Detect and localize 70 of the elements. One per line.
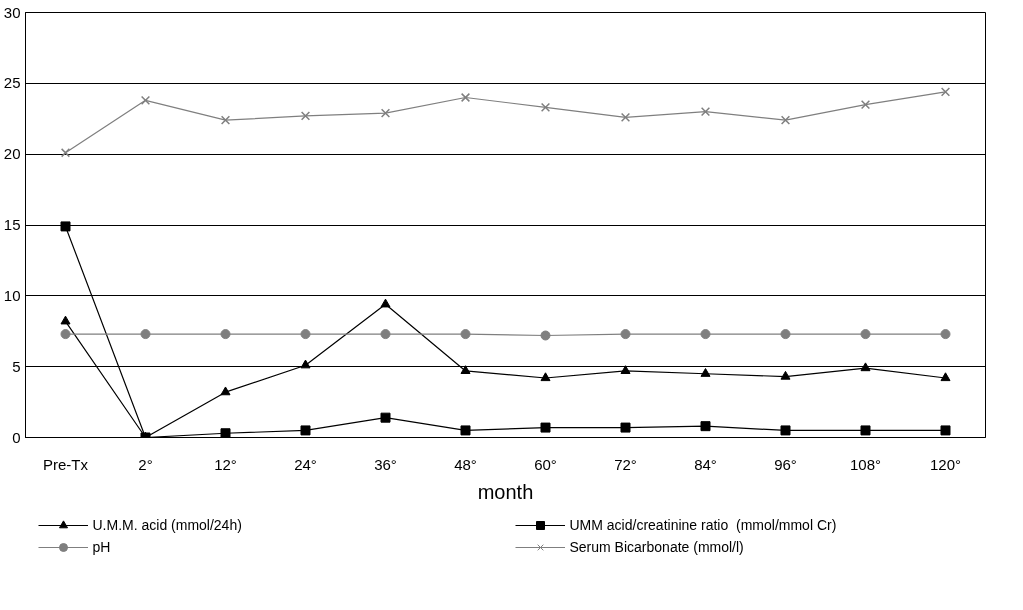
point [700, 421, 711, 432]
point [140, 329, 151, 340]
point [380, 329, 391, 340]
point [460, 92, 471, 103]
x-tick-label: 84° [694, 455, 717, 473]
x-axis-title: month [477, 480, 534, 503]
x-tick-label: 24° [294, 455, 317, 473]
legend-label: pH [92, 539, 112, 555]
point [380, 298, 391, 308]
point [700, 107, 711, 117]
point [940, 372, 951, 382]
x-tick-label: 108° [849, 455, 882, 473]
x-tick-label: 2° [138, 455, 153, 473]
point [60, 221, 71, 232]
point [620, 422, 631, 433]
point [940, 425, 951, 436]
y-tick-label: 10 [3, 286, 21, 304]
x-tick-label: 36° [374, 455, 397, 473]
x-tick-label: 48° [454, 455, 477, 473]
point [620, 329, 631, 340]
point [300, 359, 311, 369]
y-tick-label: 0 [12, 428, 21, 446]
point [860, 99, 871, 110]
point [540, 330, 551, 341]
y-tick-label: 5 [12, 357, 21, 375]
point [700, 329, 711, 340]
point [60, 329, 71, 340]
point [620, 365, 631, 375]
point [60, 315, 71, 325]
x-tick-label: 96° [774, 455, 797, 473]
point [460, 329, 471, 340]
legend-label: Serum Bicarbonate (mmol/l) [569, 539, 745, 555]
point [860, 329, 871, 340]
point [860, 425, 871, 436]
point [380, 412, 391, 423]
point [300, 425, 311, 436]
point [460, 365, 471, 375]
point [780, 370, 791, 380]
y-tick-label: 25 [3, 74, 21, 92]
point [780, 115, 791, 125]
point [220, 428, 231, 438]
y-tick-label: 20 [3, 145, 21, 163]
point [220, 386, 231, 396]
point [140, 95, 151, 105]
point [860, 362, 871, 372]
point [380, 108, 391, 118]
point [460, 425, 471, 436]
x-tick-label: Pre-Tx [43, 455, 89, 473]
point [700, 368, 711, 377]
point [300, 329, 311, 340]
point [60, 148, 71, 158]
point [220, 115, 231, 125]
point [780, 329, 791, 340]
point [540, 422, 551, 433]
point [780, 425, 791, 436]
point [540, 372, 551, 382]
point [940, 87, 951, 97]
x-tick-label: 60° [534, 455, 557, 473]
x-tick-label: 120° [929, 455, 962, 473]
point [940, 329, 951, 340]
x-tick-label: 12° [214, 455, 237, 473]
legend-label: UMM acid/creatinine ratio (mmol/mmol Cr) [569, 517, 838, 533]
legend-label: U.M.M. acid (mmol/24h) [92, 517, 243, 533]
y-tick-label: 15 [3, 216, 21, 233]
point [540, 102, 551, 113]
point [620, 112, 631, 122]
point [300, 111, 311, 121]
point [220, 329, 231, 340]
x-tick-label: 72° [614, 455, 637, 473]
y-tick-label: 30 [3, 3, 21, 21]
